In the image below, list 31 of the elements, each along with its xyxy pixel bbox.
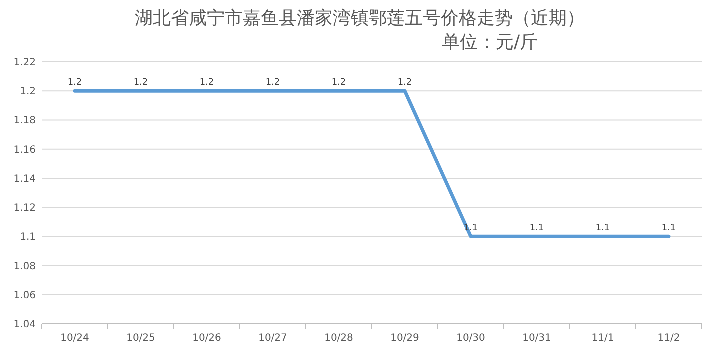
y-tick-label: 1.22 — [14, 58, 36, 68]
x-tick-label: 11/1 — [592, 333, 614, 344]
data-label: 1.1 — [530, 224, 544, 234]
y-tick-label: 1.16 — [14, 144, 36, 156]
y-tick-label: 1.06 — [14, 290, 36, 302]
data-label: 1.2 — [266, 78, 280, 88]
data-label: 1.1 — [596, 224, 610, 234]
x-tick-label: 10/24 — [60, 333, 90, 344]
y-tick-label: 1.12 — [14, 203, 36, 214]
chart-title: 湖北省咸宁市嘉鱼县潘家湾镇鄂莲五号价格走势（近期） — [135, 8, 585, 29]
y-tick-label: 1.1 — [20, 232, 36, 244]
x-tick-label: 10/27 — [258, 333, 288, 344]
y-tick-label: 1.2 — [20, 86, 36, 98]
x-tick-label: 10/28 — [324, 333, 354, 344]
data-label: 1.1 — [662, 224, 676, 234]
data-label: 1.2 — [332, 78, 346, 88]
data-label: 1.2 — [398, 78, 412, 88]
data-label: 1.2 — [134, 78, 148, 88]
x-tick-label: 10/31 — [522, 333, 552, 344]
x-tick-label: 11/2 — [658, 333, 680, 344]
y-tick-label: 1.04 — [14, 320, 36, 330]
x-tick-label: 10/26 — [192, 333, 222, 344]
y-tick-label: 1.14 — [14, 174, 36, 185]
y-tick-label: 1.18 — [14, 116, 36, 127]
x-tick-label: 10/25 — [126, 333, 156, 344]
x-tick-label: 10/30 — [456, 333, 486, 344]
data-label: 1.2 — [200, 78, 214, 88]
x-tick-label: 10/29 — [390, 333, 420, 344]
data-label: 1.2 — [68, 78, 82, 88]
y-tick-label: 1.08 — [14, 261, 36, 272]
chart-subtitle: 单位：元/斤 — [442, 32, 538, 53]
